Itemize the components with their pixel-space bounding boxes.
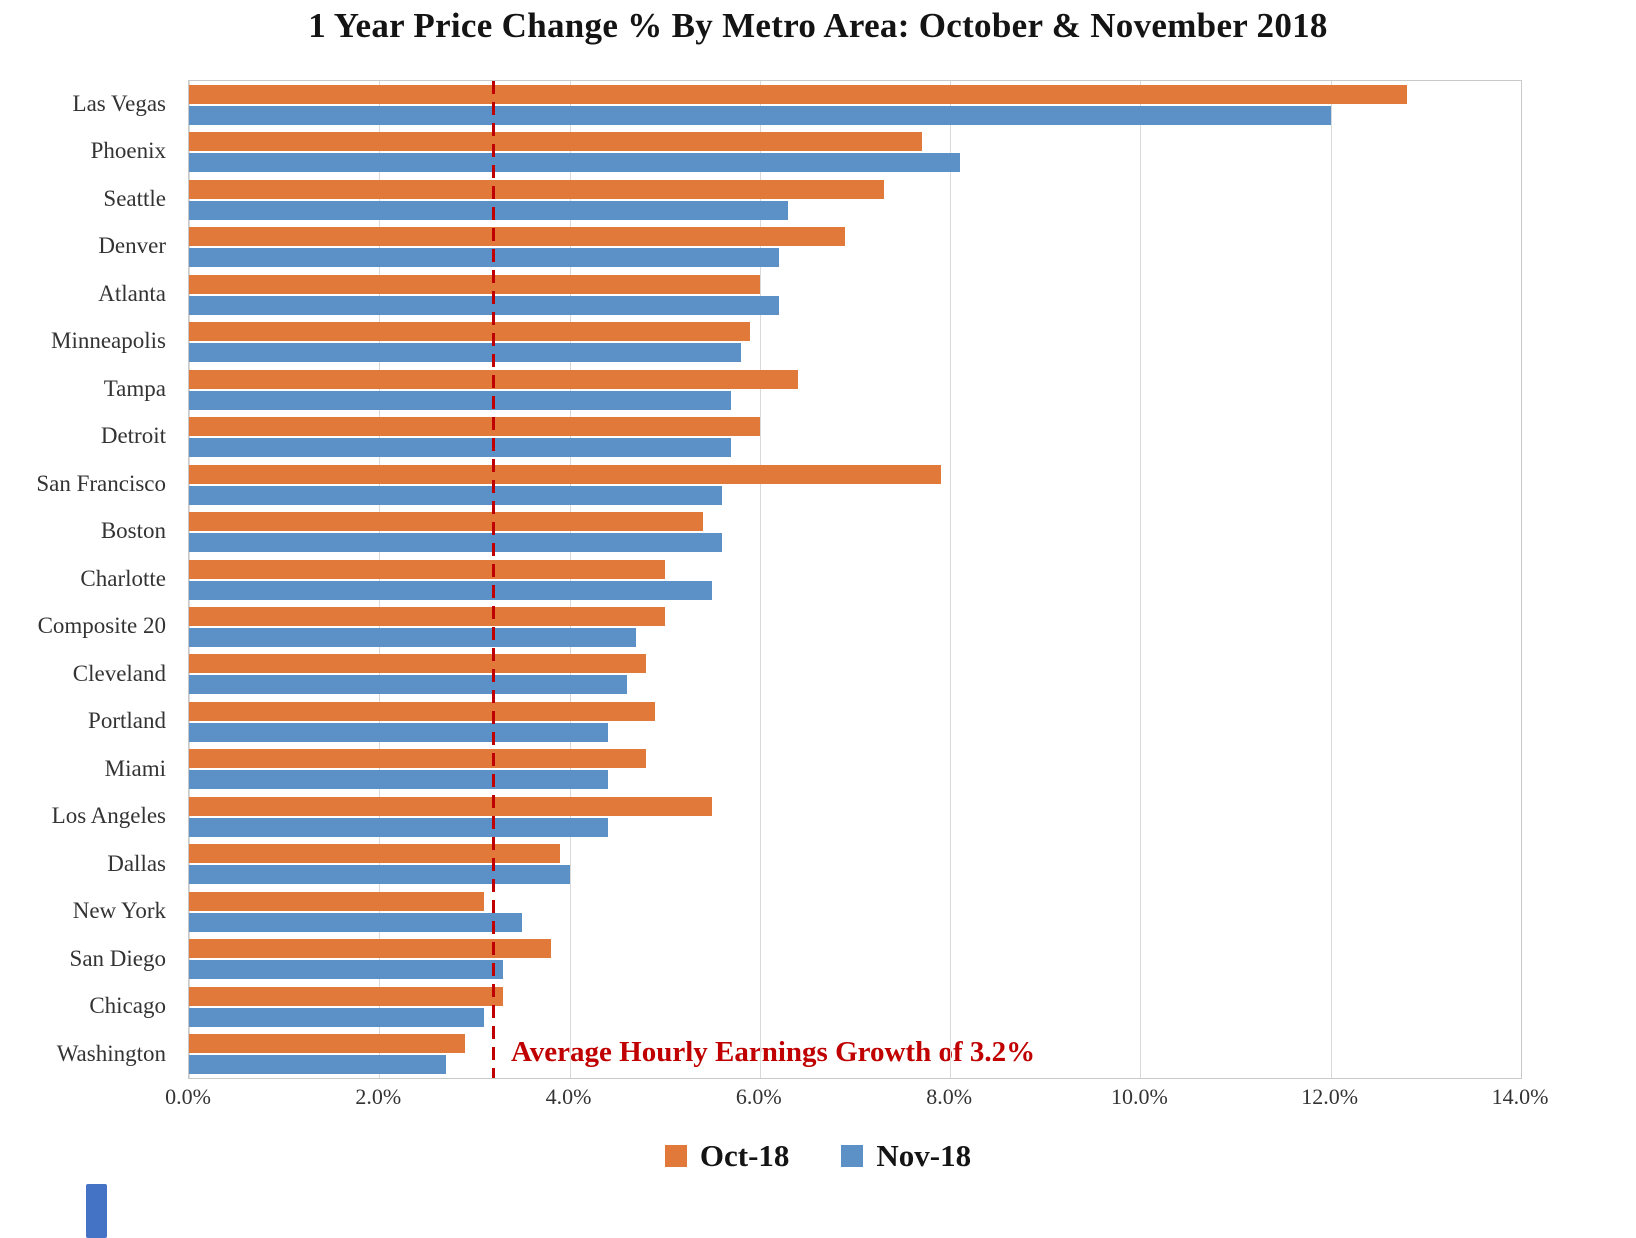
bar-oct-18 bbox=[189, 891, 484, 911]
x-axis-tick-label: 12.0% bbox=[1301, 1084, 1359, 1109]
bar-nov-18 bbox=[189, 533, 722, 553]
bar-oct-18 bbox=[189, 227, 846, 247]
legend-item-nov-18: Nov-18 bbox=[841, 1138, 971, 1174]
bar-nov-18 bbox=[189, 200, 789, 220]
bar-oct-18 bbox=[189, 701, 656, 721]
chart-legend: Oct-18 Nov-18 bbox=[0, 1133, 1636, 1179]
y-axis-category-label: New York bbox=[72, 898, 166, 924]
y-axis-category-label: Detroit bbox=[100, 423, 166, 449]
x-axis-tick-label: 8.0% bbox=[926, 1084, 973, 1109]
bar-nov-18 bbox=[189, 390, 732, 410]
y-axis-category-label: Composite 20 bbox=[37, 613, 166, 639]
x-axis-tick-label: 0.0% bbox=[165, 1084, 211, 1109]
y-axis-category-label: Las Vegas bbox=[72, 91, 166, 116]
bar-oct-18 bbox=[189, 132, 922, 152]
bar-oct-18 bbox=[189, 606, 665, 626]
gridline bbox=[1140, 81, 1142, 1078]
y-axis: Las Vegas Phoenix Seattle Denver Atlanta Minn… bbox=[0, 80, 176, 1077]
bar-nov-18 bbox=[189, 817, 608, 837]
bar-oct-18 bbox=[189, 986, 503, 1006]
gridline bbox=[759, 81, 761, 1078]
x-axis-tick-label: 10.0% bbox=[1111, 1084, 1168, 1109]
bar-nov-18 bbox=[189, 105, 1331, 125]
legend-item-oct-18: Oct-18 bbox=[664, 1138, 790, 1174]
bar-oct-18 bbox=[189, 559, 665, 579]
gridline bbox=[950, 81, 952, 1078]
y-axis-category-label: Seattle bbox=[103, 185, 166, 211]
bar-oct-18 bbox=[189, 274, 760, 294]
gridline bbox=[189, 81, 190, 1078]
bar-oct-18 bbox=[189, 749, 646, 769]
bar-nov-18 bbox=[189, 248, 779, 268]
y-axis-category-label: San Diego bbox=[69, 945, 166, 971]
bar-nov-18 bbox=[189, 1055, 446, 1075]
y-axis-category-label: Los Angeles bbox=[51, 803, 166, 829]
bar-oct-18 bbox=[189, 654, 646, 674]
bar-nov-18 bbox=[189, 580, 713, 600]
bar-oct-18 bbox=[189, 796, 713, 816]
gridline bbox=[379, 81, 381, 1078]
bar-nov-18 bbox=[189, 722, 608, 742]
bar-oct-18 bbox=[189, 939, 551, 959]
bar-nov-18 bbox=[189, 153, 960, 173]
bar-nov-18 bbox=[189, 675, 627, 695]
bar-nov-18 bbox=[189, 912, 522, 932]
bar-nov-18 bbox=[189, 485, 722, 505]
y-axis-category-label: Phoenix bbox=[90, 138, 166, 164]
gridline bbox=[1521, 81, 1522, 1078]
y-axis-category-label: Charlotte bbox=[80, 565, 166, 591]
y-axis-category-label: Washington bbox=[56, 1040, 166, 1066]
bar-nov-18 bbox=[189, 1007, 484, 1027]
legend-swatch-oct-18-icon bbox=[664, 1145, 687, 1167]
x-axis: 0.0% 2.0% 4.0% 6.0% 8.0% 10.0% 12.0% 14.0% bbox=[165, 1084, 1548, 1118]
y-axis-category-label: Minneapolis bbox=[51, 328, 166, 354]
x-axis-tick-label: 6.0% bbox=[735, 1084, 782, 1109]
x-axis-tick-label: 2.0% bbox=[355, 1084, 402, 1109]
y-axis-category-label: Dallas bbox=[107, 850, 166, 876]
gridline bbox=[569, 81, 571, 1078]
bar-oct-18 bbox=[189, 844, 561, 864]
bar-oct-18 bbox=[189, 464, 941, 484]
bar-oct-18 bbox=[189, 512, 703, 532]
x-axis-tick-label: 14.0% bbox=[1491, 1084, 1549, 1109]
bar-nov-18 bbox=[189, 627, 637, 647]
bar-oct-18 bbox=[189, 179, 884, 199]
y-axis-category-label: Denver bbox=[98, 233, 166, 259]
plot-area: Average Hourly Earnings Growth of 3.2% bbox=[188, 80, 1522, 1079]
y-axis-category-label: Miami bbox=[104, 755, 166, 781]
bar-nov-18 bbox=[189, 960, 503, 980]
x-axis-tick-label: 4.0% bbox=[545, 1084, 592, 1109]
bar-nov-18 bbox=[189, 343, 741, 363]
y-axis-category-label: Chicago bbox=[89, 993, 166, 1019]
legend-label-oct-18: Oct-18 bbox=[699, 1138, 790, 1173]
chart-title: 1 Year Price Change % By Metro Area: Oct… bbox=[308, 6, 1328, 45]
y-axis-category-label: Portland bbox=[88, 708, 166, 734]
reference-line bbox=[492, 81, 496, 1078]
bar-nov-18 bbox=[189, 295, 779, 315]
cropped-blue-artifact bbox=[86, 1184, 107, 1238]
bar-nov-18 bbox=[189, 438, 732, 458]
legend-label-nov-18: Nov-18 bbox=[876, 1138, 972, 1173]
legend-swatch-nov-18-icon bbox=[841, 1145, 864, 1167]
bar-nov-18 bbox=[189, 770, 608, 790]
bar-oct-18 bbox=[189, 84, 1407, 104]
reference-line-annotation: Average Hourly Earnings Growth of 3.2% bbox=[511, 1036, 1036, 1068]
y-axis-category-label: Boston bbox=[100, 518, 166, 544]
gridline bbox=[1330, 81, 1332, 1078]
y-axis-category-label: San Francisco bbox=[36, 470, 166, 496]
bar-nov-18 bbox=[189, 865, 570, 885]
y-axis-category-label: Cleveland bbox=[72, 660, 166, 686]
bar-oct-18 bbox=[189, 1034, 465, 1054]
y-axis-category-label: Atlanta bbox=[98, 280, 166, 306]
bar-oct-18 bbox=[189, 417, 760, 437]
bar-oct-18 bbox=[189, 322, 751, 342]
y-axis-category-label: Tampa bbox=[103, 375, 166, 401]
